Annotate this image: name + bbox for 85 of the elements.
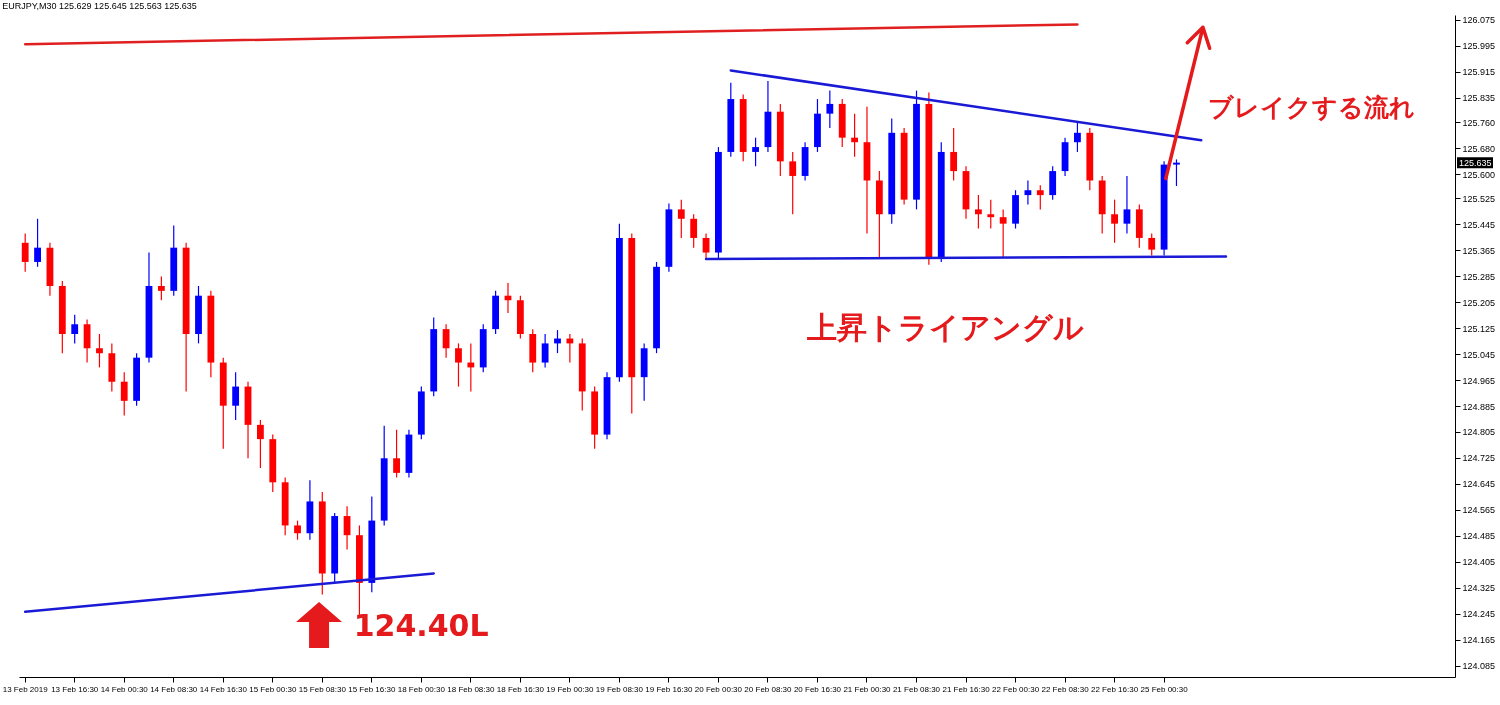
candlestick	[1173, 158, 1180, 187]
candlestick	[851, 113, 859, 158]
x-tick-label: 15 Feb 08:30	[298, 684, 347, 694]
x-tick-label: 21 Feb 16:30	[942, 684, 991, 694]
y-tick-label: 125.995	[1462, 41, 1496, 52]
y-tick-label: 124.805	[1462, 427, 1496, 438]
candlestick	[1024, 179, 1032, 206]
candlestick	[455, 342, 462, 388]
y-tick-label: 125.205	[1462, 297, 1496, 308]
y-tick-label: 125.445	[1462, 219, 1496, 230]
chart-title: EURJPY,M30 125.629 125.645 125.563 125.635	[2, 1, 197, 11]
candlestick	[974, 194, 982, 230]
x-tick-label: 19 Feb 08:30	[595, 684, 644, 694]
x-tick-label: 18 Feb 16:30	[496, 684, 545, 694]
candlestick	[1036, 184, 1044, 210]
y-tick-label: 124.085	[1462, 661, 1496, 672]
x-tick-label: 20 Feb 08:30	[744, 684, 793, 694]
y-tick-label: 125.680	[1462, 143, 1496, 154]
y-tick-label: 124.645	[1462, 479, 1496, 490]
y-tick-label: 124.325	[1462, 583, 1496, 594]
candlestick	[1148, 232, 1156, 257]
y-tick-label: 124.405	[1462, 557, 1496, 568]
x-tick-label: 19 Feb 16:30	[645, 684, 694, 694]
candlestick	[393, 429, 400, 479]
y-tick-label: 124.725	[1462, 453, 1496, 464]
y-tick-label: 125.125	[1462, 323, 1496, 334]
annotation: 124.40L	[353, 608, 489, 644]
y-tick-label: 125.600	[1462, 169, 1496, 180]
x-tick-label: 21 Feb 08:30	[892, 684, 941, 694]
y-tick-label: 126.075	[1462, 15, 1496, 26]
y-tick-label: 124.245	[1462, 609, 1496, 620]
candlestick	[1123, 175, 1131, 234]
y-tick-label: 124.165	[1462, 635, 1496, 646]
x-tick-label: 20 Feb 16:30	[793, 684, 842, 694]
y-tick-label: 124.565	[1462, 505, 1496, 516]
x-tick-label: 22 Feb 16:30	[1090, 684, 1139, 694]
x-tick-label: 25 Feb 00:30	[1140, 684, 1189, 694]
y-tick-label: 125.915	[1462, 67, 1496, 78]
x-tick-label: 14 Feb 16:30	[199, 684, 248, 694]
x-tick-label: 14 Feb 00:30	[100, 684, 149, 694]
candlestick	[541, 333, 549, 369]
x-tick-label: 13 Feb 16:30	[51, 684, 99, 694]
y-tick-label: 124.485	[1462, 531, 1496, 542]
candlestick	[71, 314, 79, 344]
candlestick	[96, 333, 103, 369]
y-tick-label: 124.965	[1462, 375, 1496, 386]
x-tick-label: 15 Feb 00:30	[249, 684, 297, 694]
y-tick-label: 124.885	[1462, 401, 1496, 412]
candlestick	[752, 137, 759, 167]
x-tick-label: 20 Feb 00:30	[694, 684, 743, 694]
candlestick	[1111, 199, 1118, 244]
x-tick-label: 21 Feb 00:30	[843, 684, 892, 694]
x-tick-label: 13 Feb 2019	[2, 684, 49, 694]
x-tick-label: 18 Feb 08:30	[447, 684, 495, 694]
text: 125.635	[1459, 157, 1492, 168]
x-tick-label: 19 Feb 00:30	[546, 684, 594, 694]
x-tick-label: 22 Feb 00:30	[991, 684, 1040, 694]
candlestick	[702, 232, 710, 260]
y-tick-label: 125.525	[1462, 193, 1496, 204]
y-tick-label: 125.285	[1462, 271, 1496, 282]
candlestick	[120, 371, 128, 417]
candlestick	[157, 275, 165, 301]
candlestick	[789, 151, 797, 215]
candlestick	[677, 199, 685, 239]
candlestick	[690, 213, 698, 249]
candlestick	[987, 199, 995, 230]
y-tick-label: 125.045	[1462, 349, 1496, 360]
candlestick	[34, 218, 41, 268]
y-tick-label: 125.760	[1462, 117, 1496, 128]
y-tick-label: 125.365	[1462, 245, 1496, 256]
y-tick-label: 125.835	[1462, 93, 1496, 104]
x-tick-label: 22 Feb 08:30	[1041, 684, 1090, 694]
candlestick	[21, 232, 29, 273]
candlestick	[256, 419, 264, 469]
x-tick-label: 15 Feb 16:30	[348, 684, 396, 694]
candlestick	[999, 208, 1007, 259]
x-tick-label: 18 Feb 00:30	[397, 684, 446, 694]
x-tick-label: 14 Feb 08:30	[150, 684, 198, 694]
candlestick	[826, 90, 834, 129]
candlestick	[294, 519, 301, 541]
annotation: ブレイクする流れ	[1207, 92, 1415, 122]
candlestick	[232, 371, 240, 421]
candlestick	[950, 127, 958, 182]
candlestick	[1074, 120, 1081, 153]
annotation: 上昇トライアングル	[805, 310, 1084, 346]
